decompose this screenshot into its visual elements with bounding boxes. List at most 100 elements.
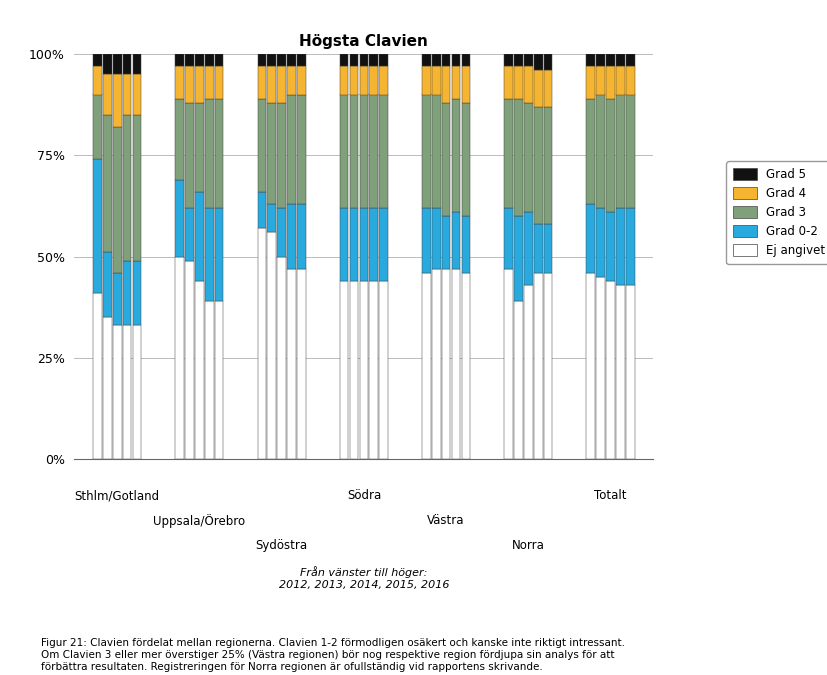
Bar xyxy=(132,54,141,74)
Bar xyxy=(175,54,184,66)
Bar xyxy=(132,115,141,261)
Bar xyxy=(504,269,513,459)
Bar xyxy=(534,224,543,273)
Bar xyxy=(175,99,184,180)
Bar xyxy=(122,115,131,261)
Bar xyxy=(422,95,431,208)
Bar xyxy=(340,66,348,95)
Bar xyxy=(626,95,634,208)
Bar xyxy=(596,277,605,459)
Bar xyxy=(287,204,296,269)
Bar xyxy=(277,208,286,256)
Bar xyxy=(422,66,431,95)
Bar xyxy=(360,208,368,281)
Bar xyxy=(132,261,141,325)
Text: Sydöstra: Sydöstra xyxy=(256,539,308,552)
Bar xyxy=(93,95,102,159)
Bar xyxy=(461,54,471,66)
Bar xyxy=(461,273,471,459)
Bar xyxy=(543,273,552,459)
Bar xyxy=(257,228,266,459)
Bar xyxy=(534,273,543,459)
Bar xyxy=(175,180,184,256)
Legend: Grad 5, Grad 4, Grad 3, Grad 0-2, Ej angivet: Grad 5, Grad 4, Grad 3, Grad 0-2, Ej ang… xyxy=(726,161,827,264)
Bar xyxy=(543,70,552,107)
Bar xyxy=(185,261,194,459)
Bar xyxy=(514,301,523,459)
Bar xyxy=(606,212,615,281)
Bar xyxy=(103,74,112,115)
Bar xyxy=(380,95,388,208)
Bar xyxy=(422,208,431,273)
Bar xyxy=(132,74,141,115)
Bar xyxy=(596,208,605,277)
Bar xyxy=(596,95,605,208)
Bar xyxy=(257,66,266,99)
Bar xyxy=(287,269,296,459)
Bar xyxy=(122,325,131,459)
Bar xyxy=(543,224,552,273)
Bar xyxy=(195,66,203,103)
Bar xyxy=(586,66,595,99)
Bar xyxy=(297,54,306,66)
Bar xyxy=(606,281,615,459)
Text: Norra: Norra xyxy=(512,539,545,552)
Bar xyxy=(132,325,141,459)
Text: Uppsala/Örebro: Uppsala/Örebro xyxy=(153,514,246,529)
Bar xyxy=(175,66,184,99)
Text: Från vänster till höger:
2012, 2013, 2014, 2015, 2016: Från vänster till höger: 2012, 2013, 201… xyxy=(279,566,449,590)
Text: Figur 21: Clavien fördelat mellan regionerna. Clavien 1-2 förmodligen osäkert oc: Figur 21: Clavien fördelat mellan region… xyxy=(41,639,625,672)
Bar xyxy=(524,285,533,459)
Bar xyxy=(122,74,131,115)
Bar xyxy=(432,66,441,95)
Bar xyxy=(297,66,306,95)
Bar xyxy=(596,54,605,66)
Bar xyxy=(340,281,348,459)
Bar xyxy=(461,103,471,216)
Bar xyxy=(504,66,513,99)
Bar xyxy=(195,192,203,281)
Bar xyxy=(205,99,213,208)
Bar xyxy=(287,95,296,204)
Bar xyxy=(422,273,431,459)
Bar xyxy=(112,74,122,127)
Bar xyxy=(185,103,194,208)
Text: Totalt: Totalt xyxy=(595,489,627,502)
Bar xyxy=(514,99,523,216)
Bar xyxy=(524,212,533,285)
Bar xyxy=(350,208,358,281)
Bar xyxy=(514,54,523,66)
Bar xyxy=(122,261,131,325)
Bar xyxy=(277,54,286,66)
Bar xyxy=(461,66,471,103)
Bar xyxy=(432,208,441,269)
Bar xyxy=(122,54,131,74)
Bar xyxy=(596,66,605,95)
Bar xyxy=(380,208,388,281)
Bar xyxy=(277,103,286,208)
Bar xyxy=(175,256,184,459)
Bar xyxy=(195,103,203,192)
Bar xyxy=(350,95,358,208)
Bar xyxy=(350,66,358,95)
Bar xyxy=(205,208,213,301)
Bar xyxy=(442,54,451,66)
Bar xyxy=(350,54,358,66)
Bar xyxy=(185,54,194,66)
Bar xyxy=(616,66,624,95)
Bar xyxy=(422,54,431,66)
Bar xyxy=(93,54,102,66)
Bar xyxy=(287,66,296,95)
Bar xyxy=(432,269,441,459)
Bar xyxy=(215,301,223,459)
Bar xyxy=(452,212,461,269)
Bar xyxy=(514,216,523,301)
Bar xyxy=(277,256,286,459)
Bar xyxy=(432,95,441,208)
Bar xyxy=(257,99,266,192)
Bar xyxy=(606,99,615,212)
Bar xyxy=(534,107,543,224)
Bar xyxy=(616,208,624,285)
Bar xyxy=(586,54,595,66)
Bar xyxy=(185,208,194,261)
